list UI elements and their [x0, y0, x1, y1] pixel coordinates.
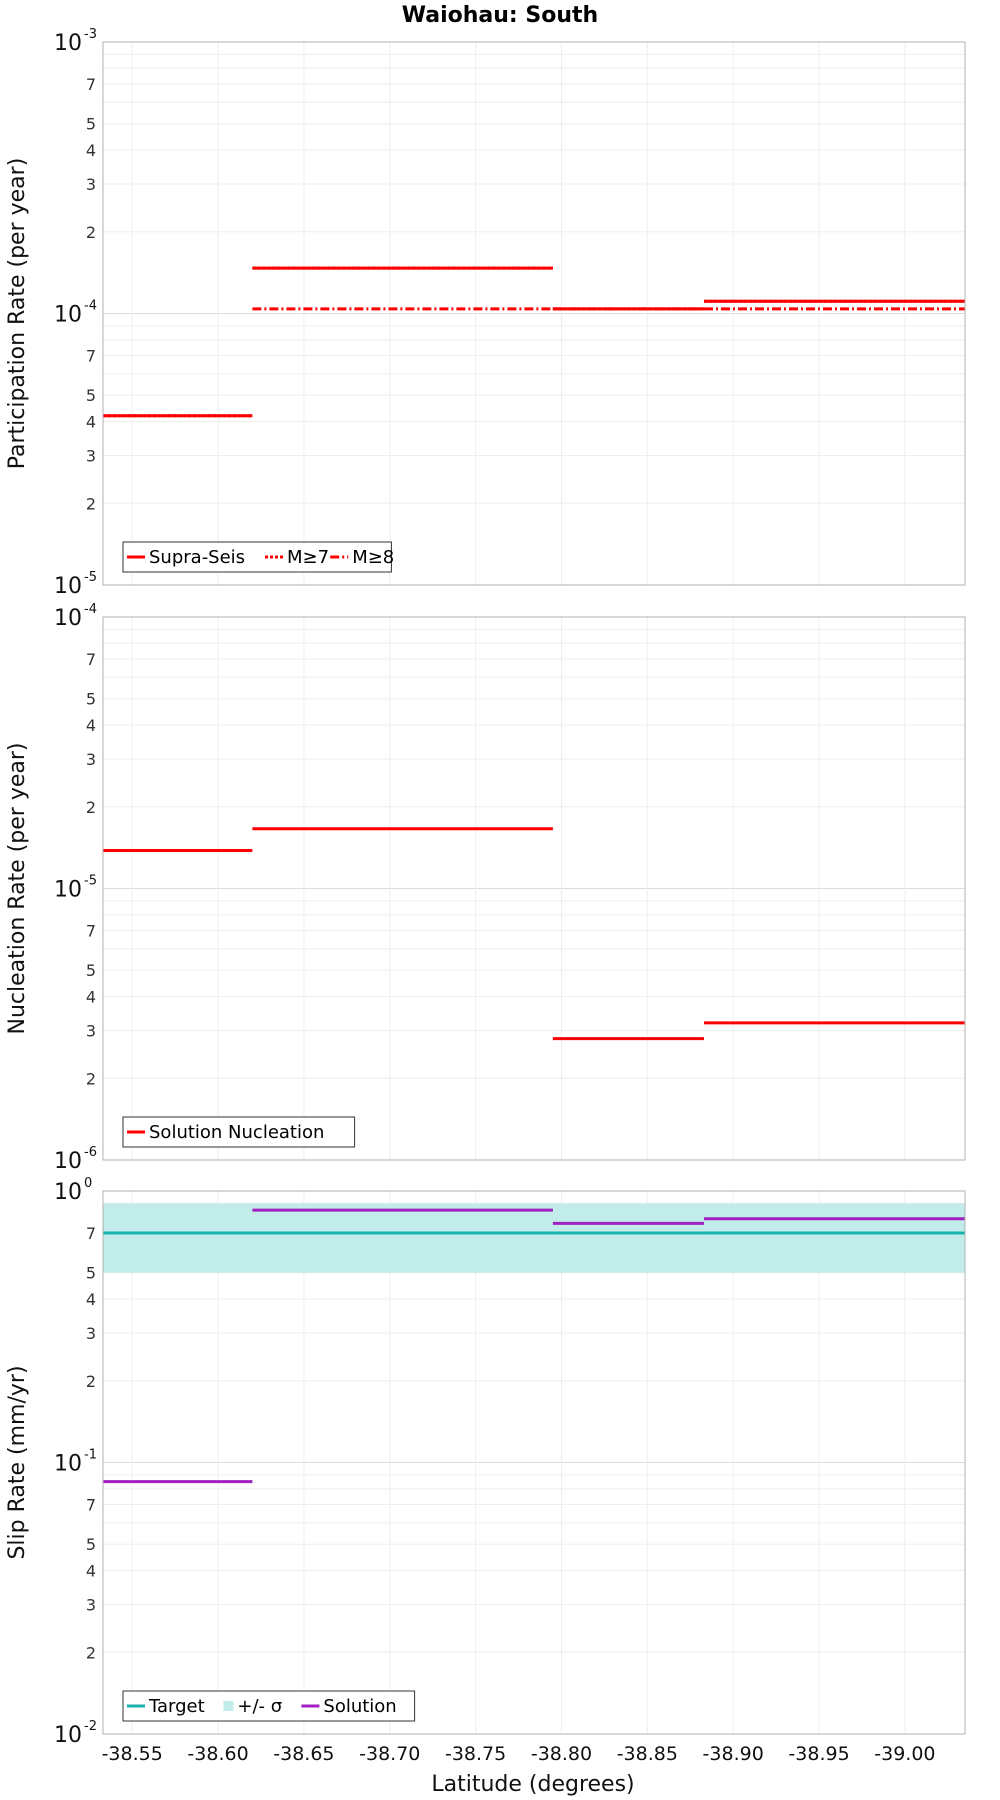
- y-tick-label: 7: [86, 75, 96, 94]
- legend-box: [122, 541, 392, 573]
- y-tick-label: 4: [86, 141, 96, 160]
- y-axis-title: Participation Rate (per year): [5, 158, 30, 470]
- y-tick-label-base: 10: [54, 31, 82, 56]
- y-tick-label-base: 10: [54, 1180, 82, 1205]
- legend: Supra-Seis M≥7 M≥8: [122, 541, 394, 573]
- y-tick-label-exponent: -5: [84, 874, 97, 889]
- y-axis-title: Slip Rate (mm/yr): [5, 1365, 30, 1559]
- y-tick-label-base: 10: [54, 1149, 82, 1174]
- y-tick-label: 7: [86, 347, 96, 366]
- y-tick-label: 2: [86, 223, 96, 242]
- y-tick-label: 2: [86, 494, 96, 513]
- plot-frame: [102, 1190, 966, 1735]
- legend-box: [122, 1116, 356, 1148]
- y-axis-title: Nucleation Rate (per year): [5, 743, 30, 1035]
- y-tick-label: 3: [86, 1595, 96, 1614]
- legend: Target +/- σ Solution: [122, 1690, 416, 1722]
- x-tick-label: -38.90: [703, 1743, 764, 1765]
- y-tick-label: 4: [86, 1562, 96, 1581]
- y-tick-label: 4: [86, 716, 96, 735]
- y-tick-label: 2: [86, 1643, 96, 1662]
- y-tick-label: 4: [86, 988, 96, 1007]
- y-tick-label: 5: [86, 386, 96, 405]
- y-tick-label: 5: [86, 690, 96, 709]
- y-tick-label-exponent: -4: [84, 299, 97, 314]
- y-tick-label: 5: [86, 1535, 96, 1554]
- plot-frame: [102, 616, 966, 1161]
- y-tick-label: 3: [86, 175, 96, 194]
- y-tick-label: 7: [86, 922, 96, 941]
- y-tick-label: 2: [86, 1372, 96, 1391]
- y-tick-label-base: 10: [54, 1452, 82, 1477]
- legend-label: M≥7: [287, 547, 329, 568]
- x-tick-label: -38.85: [617, 1743, 678, 1765]
- y-tick-label-exponent: -2: [84, 1719, 97, 1734]
- legend-label: Supra-Seis: [149, 547, 245, 568]
- y-tick-label-base: 10: [54, 606, 82, 631]
- x-tick-label: -38.60: [187, 1743, 248, 1765]
- y-tick-label-base: 10: [54, 878, 82, 903]
- legend-swatch: [223, 1701, 234, 1711]
- y-tick-label: 3: [86, 1324, 96, 1343]
- legend-label: +/- σ: [237, 1696, 282, 1717]
- x-tick-label: -38.55: [102, 1743, 163, 1765]
- y-tick-label: 2: [86, 1069, 96, 1088]
- x-tick-label: -38.65: [273, 1743, 334, 1765]
- y-tick-label: 7: [86, 650, 96, 669]
- chart-title: Waiohau: South: [402, 3, 598, 28]
- y-tick-label-exponent: -6: [84, 1145, 97, 1160]
- y-tick-label-exponent: -4: [84, 602, 97, 617]
- y-tick-label-exponent: 0: [84, 1176, 92, 1191]
- series-solution: [103, 1208, 965, 1484]
- sigma-band: [103, 1203, 965, 1273]
- legend-label: Solution: [323, 1696, 396, 1717]
- y-tick-label-exponent: -1: [84, 1448, 97, 1463]
- legend-label: Target: [148, 1696, 205, 1717]
- legend-label: Solution Nucleation: [149, 1122, 324, 1143]
- x-tick-label: -38.80: [531, 1743, 592, 1765]
- series-solution-nucleation: [103, 827, 965, 1041]
- y-tick-label: 5: [86, 1264, 96, 1283]
- x-tick-label: -39.00: [874, 1743, 935, 1765]
- y-tick-label: 2: [86, 798, 96, 817]
- y-tick-label-exponent: -5: [84, 570, 97, 585]
- y-tick-label-exponent: -3: [84, 27, 97, 42]
- y-tick-label: 5: [86, 961, 96, 980]
- x-tick-label: -38.75: [445, 1743, 506, 1765]
- legend-box: [122, 1690, 416, 1722]
- y-tick-label-base: 10: [54, 303, 82, 328]
- y-tick-label: 4: [86, 1290, 96, 1309]
- y-tick-label: 3: [86, 446, 96, 465]
- y-tick-label: 7: [86, 1496, 96, 1515]
- y-tick-label: 3: [86, 1021, 96, 1040]
- x-axis-title: Latitude (degrees): [431, 1772, 634, 1797]
- x-tick-label: -38.70: [359, 1743, 420, 1765]
- legend: Solution Nucleation: [122, 1116, 356, 1148]
- y-tick-label: 4: [86, 413, 96, 432]
- y-tick-label: 5: [86, 115, 96, 134]
- y-tick-label-base: 10: [54, 574, 82, 599]
- y-tick-label: 3: [86, 750, 96, 769]
- x-tick-label: -38.95: [788, 1743, 849, 1765]
- y-tick-label-base: 10: [54, 1723, 82, 1748]
- y-tick-label: 7: [86, 1224, 96, 1243]
- plot-frame: [102, 41, 966, 586]
- legend-label: M≥8: [352, 547, 394, 568]
